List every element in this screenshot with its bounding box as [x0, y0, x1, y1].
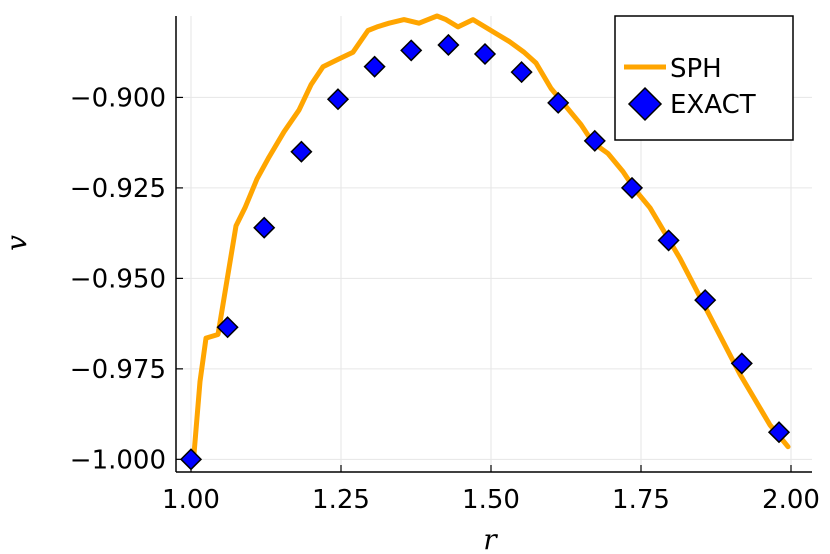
exact-point — [583, 129, 606, 152]
series-area — [179, 13, 791, 471]
exact-point — [620, 176, 644, 199]
y-axis-title: v — [0, 235, 33, 251]
x-tick-label: 1.25 — [312, 485, 370, 515]
exact-point — [253, 216, 276, 239]
legend-exact-marker — [627, 86, 663, 122]
exact-point — [694, 289, 717, 312]
exact-point — [657, 229, 680, 252]
y-tick-label: −0.950 — [70, 264, 166, 294]
exact-point — [437, 33, 460, 57]
x-tick-label: 1.00 — [162, 485, 220, 515]
exact-point — [179, 448, 203, 471]
exact-point — [400, 39, 423, 62]
x-axis-title: r — [483, 523, 498, 554]
exact-point — [290, 140, 313, 163]
y-tick-label: −1.000 — [70, 445, 166, 475]
sph-line — [191, 13, 791, 457]
x-tick-label: 1.75 — [612, 485, 670, 515]
y-tick-label: −0.925 — [70, 174, 166, 204]
exact-point — [730, 352, 753, 375]
x-tick-label: 2.00 — [762, 485, 820, 515]
exact-point — [767, 421, 791, 444]
y-tick-label: −0.900 — [70, 83, 166, 113]
exact-point — [547, 91, 570, 114]
exact-point — [326, 88, 350, 111]
x-tick-labels: 1.00 1.25 1.50 1.75 2.00 — [162, 485, 820, 515]
legend-sph-label: SPH — [670, 54, 722, 84]
exact-point — [510, 61, 533, 84]
y-tick-label: −0.975 — [70, 355, 166, 385]
exact-point — [216, 316, 239, 339]
y-tick-labels: −1.000 −0.975 −0.950 −0.925 −0.900 — [70, 83, 166, 475]
exact-point — [473, 42, 497, 66]
x-tick-label: 1.50 — [462, 485, 520, 515]
exact-point — [363, 55, 386, 78]
legend: SPH EXACT — [614, 15, 794, 141]
legend-exact-label: EXACT — [670, 90, 756, 120]
